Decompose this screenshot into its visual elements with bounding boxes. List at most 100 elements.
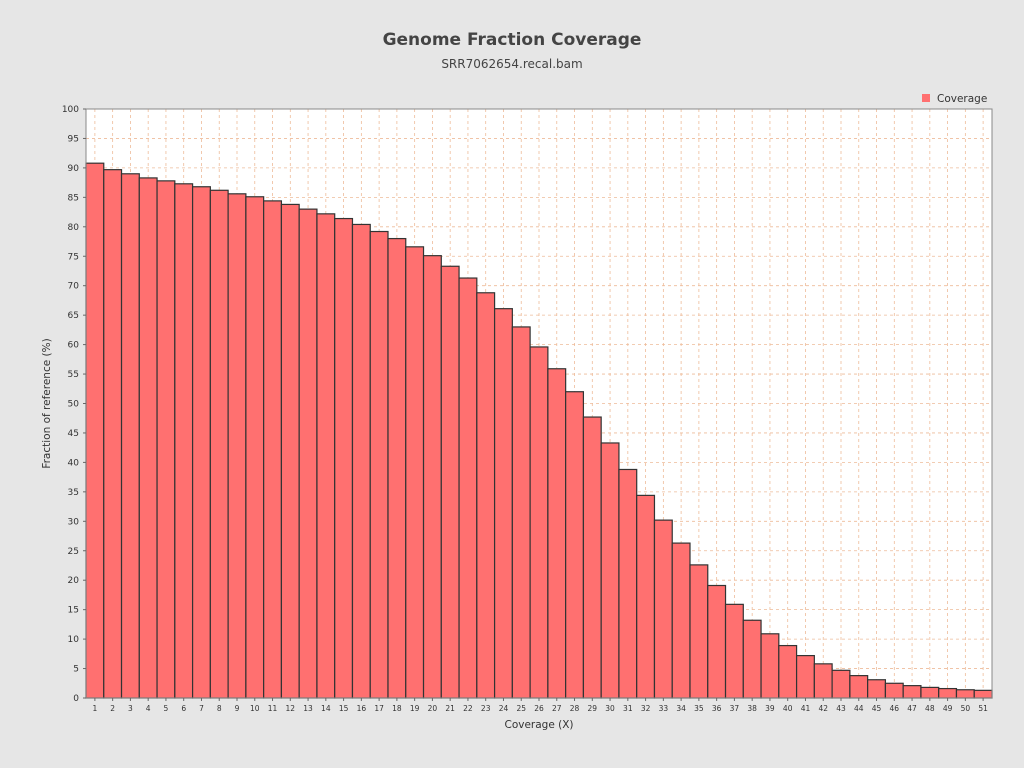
y-tick-label: 95	[68, 134, 79, 144]
x-tick-label: 1	[92, 704, 97, 713]
x-tick-label: 51	[978, 704, 988, 713]
bar	[618, 468, 638, 699]
x-tick-label: 31	[623, 704, 633, 713]
x-tick-label: 20	[428, 704, 438, 713]
x-tick-label: 36	[712, 704, 722, 713]
y-tick-label: 60	[68, 341, 80, 351]
x-tick-label: 45	[872, 704, 882, 713]
x-tick-label: 48	[925, 704, 935, 713]
bar	[85, 162, 105, 699]
x-tick-label: 41	[801, 704, 811, 713]
bar	[849, 675, 869, 699]
x-tick-label: 26	[534, 704, 544, 713]
bar	[582, 416, 602, 699]
bars	[85, 162, 993, 699]
bar	[653, 519, 673, 699]
y-tick-label: 50	[68, 400, 80, 410]
x-tick-label: 47	[907, 704, 917, 713]
bar	[831, 669, 851, 699]
bar	[209, 189, 229, 699]
x-tick-label: 40	[783, 704, 793, 713]
x-tick-label: 10	[250, 704, 260, 713]
x-tick-label: 4	[146, 704, 151, 713]
y-tick-label: 0	[73, 694, 79, 704]
y-tick-label: 25	[68, 547, 79, 557]
x-tick-label: 24	[499, 704, 509, 713]
x-axis-title: Coverage (X)	[504, 719, 573, 731]
y-tick-label: 90	[68, 164, 80, 174]
x-tick-label: 35	[694, 704, 704, 713]
bar	[529, 346, 549, 699]
bar	[565, 391, 585, 699]
y-tick-label: 45	[68, 429, 79, 439]
bar	[636, 494, 656, 699]
bar	[493, 308, 513, 699]
bar	[334, 217, 354, 699]
x-tick-label: 7	[199, 704, 204, 713]
x-tick-label: 8	[217, 704, 222, 713]
bar	[298, 208, 318, 699]
bar	[707, 584, 727, 699]
y-tick-label: 10	[68, 635, 80, 645]
bar	[120, 173, 140, 699]
y-axis: 0 5 10 15 20 25 30 35 40 45 50 55 60 65 70 75 80 85 90 95 10…	[62, 105, 86, 704]
x-tick-label: 11	[268, 704, 278, 713]
bar	[369, 230, 389, 699]
bar	[742, 619, 762, 699]
bar	[422, 255, 442, 699]
x-tick-label: 34	[676, 704, 686, 713]
bar	[902, 685, 922, 699]
y-tick-label: 65	[68, 311, 79, 321]
bar	[316, 213, 336, 699]
chart-title: Genome Fraction Coverage	[382, 30, 642, 50]
x-tick-label: 38	[747, 704, 757, 713]
x-axis: 1 2 3 4 5 6 7 8 9 10 11 12 13 14 15 16 17 18 19 20 21 22 23 24 2…	[92, 698, 988, 713]
x-tick-label: 17	[374, 704, 384, 713]
x-tick-label: 33	[659, 704, 669, 713]
bar	[174, 183, 194, 699]
bar	[671, 542, 691, 699]
bar	[156, 180, 176, 699]
bar	[867, 679, 887, 699]
bar	[245, 196, 265, 699]
x-tick-label: 23	[481, 704, 491, 713]
y-axis-title: Fraction of reference (%)	[41, 338, 53, 468]
y-tick-label: 15	[68, 606, 79, 616]
y-tick-label: 5	[73, 665, 79, 675]
x-tick-label: 27	[552, 704, 562, 713]
x-tick-label: 3	[128, 704, 133, 713]
bar	[884, 682, 904, 699]
x-tick-label: 44	[854, 704, 864, 713]
x-tick-label: 2	[110, 704, 115, 713]
x-tick-label: 13	[303, 704, 313, 713]
bar	[458, 277, 478, 699]
bar	[263, 200, 283, 699]
bar	[600, 442, 620, 699]
x-tick-label: 42	[818, 704, 828, 713]
bar	[813, 663, 833, 699]
chart-subtitle: SRR7062654.recal.bam	[441, 57, 583, 71]
x-tick-label: 37	[730, 704, 740, 713]
bar	[511, 326, 531, 699]
x-tick-label: 50	[961, 704, 971, 713]
bar	[191, 186, 211, 699]
x-tick-label: 29	[588, 704, 598, 713]
bar	[938, 687, 958, 699]
bar	[778, 644, 798, 699]
x-tick-label: 14	[321, 704, 331, 713]
x-tick-label: 15	[339, 704, 349, 713]
bar	[795, 654, 815, 699]
y-tick-label: 30	[68, 517, 80, 527]
bar	[689, 564, 709, 699]
legend: Coverage	[922, 93, 987, 105]
y-tick-label: 35	[68, 488, 79, 498]
bar	[724, 603, 744, 699]
y-tick-label: 70	[68, 282, 80, 292]
x-tick-label: 16	[357, 704, 367, 713]
x-tick-label: 6	[181, 704, 186, 713]
bar	[351, 223, 371, 699]
bar	[405, 246, 425, 699]
bar	[973, 689, 993, 699]
bar	[920, 686, 940, 699]
